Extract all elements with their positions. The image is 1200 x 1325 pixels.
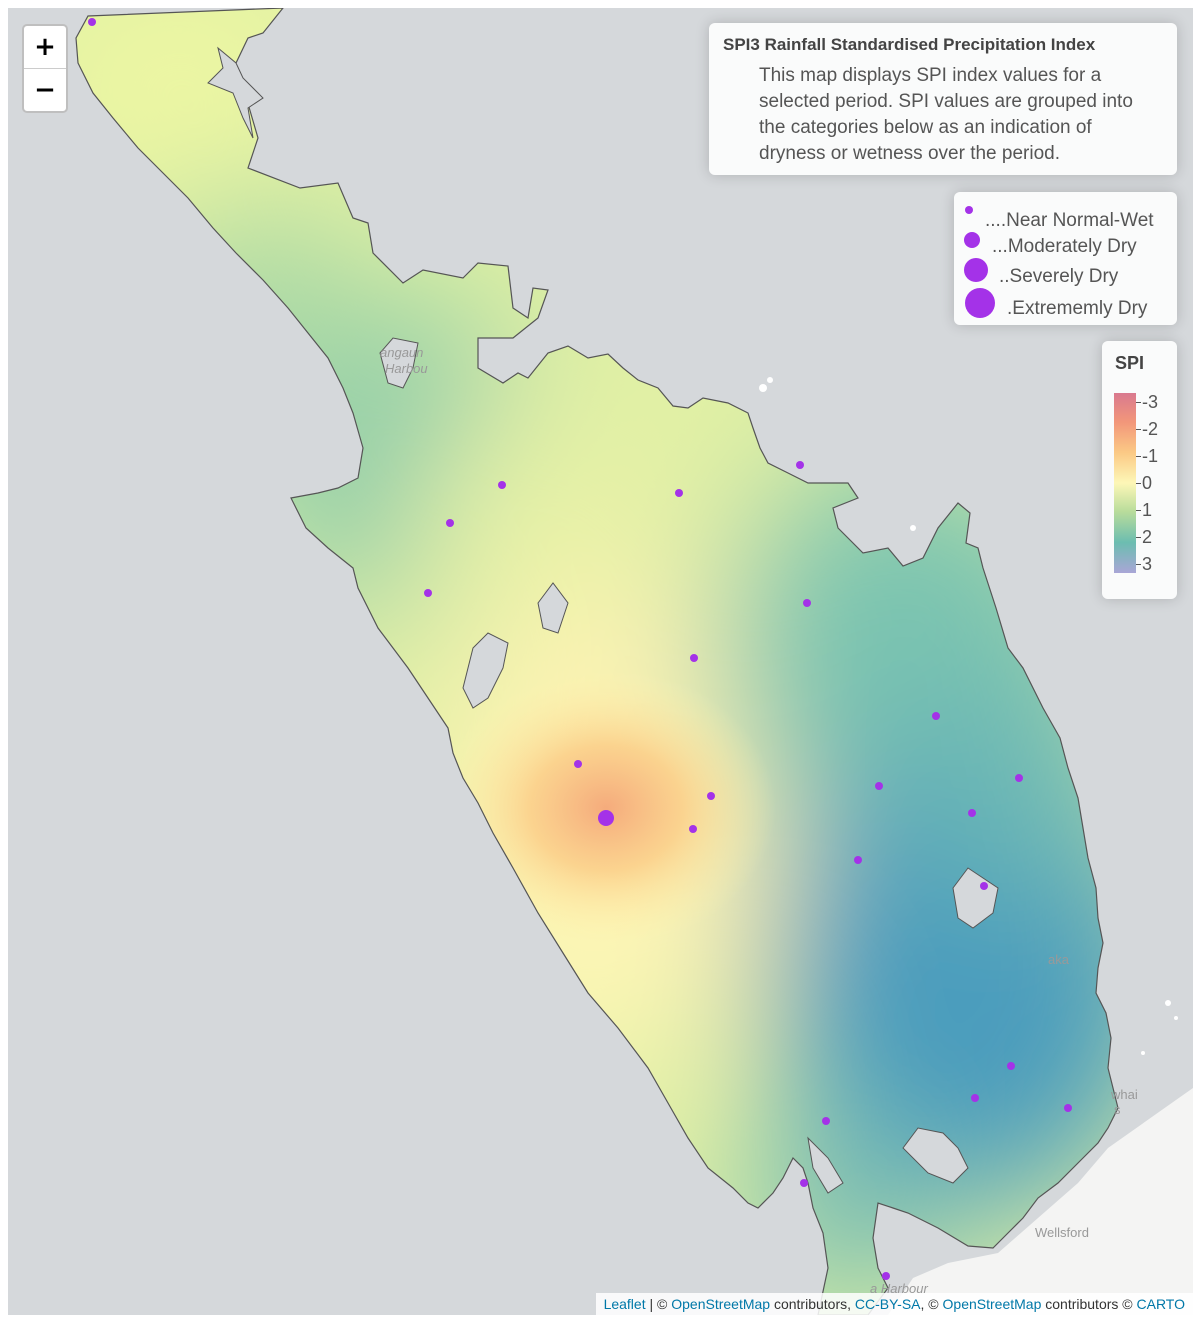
station-marker[interactable]	[854, 856, 862, 864]
map-layer	[75, 8, 1193, 1315]
map-canvas[interactable]: angaun Harbou aka whai s Wellsford a Har…	[8, 8, 1193, 1315]
spi-tick-label: 3	[1142, 554, 1153, 574]
station-marker[interactable]	[1015, 774, 1023, 782]
outer-land	[888, 1088, 1193, 1315]
attribution-contrib: contributors ©	[1041, 1296, 1137, 1312]
spi-tick-label: -1	[1142, 446, 1159, 466]
place-label-wellsford: Wellsford	[1035, 1225, 1089, 1240]
size-legend-row-moderately-dry: ...Moderately Dry	[954, 230, 1177, 260]
zoom-in-button[interactable]: +	[24, 26, 66, 69]
harbours	[207, 46, 999, 1194]
size-legend-row-near-normal-wet: ....Near Normal-Wet	[954, 200, 1177, 231]
attribution: Leaflet | © OpenStreetMap contributors, …	[595, 1293, 1193, 1315]
osm-link-1[interactable]: OpenStreetMap	[671, 1296, 771, 1312]
place-label-harbour-line2: Harbou	[385, 361, 428, 376]
station-marker[interactable]	[800, 1179, 808, 1187]
station-marker[interactable]	[1007, 1062, 1015, 1070]
zoom-out-button[interactable]: −	[34, 75, 56, 105]
spi-tick-label: 1	[1142, 500, 1153, 520]
spi-tick-label: 0	[1142, 473, 1153, 493]
zoom-control: + −	[22, 24, 68, 113]
spi-tick-label: -2	[1142, 419, 1159, 439]
station-marker[interactable]	[1064, 1104, 1072, 1112]
spi-tick-mark	[1136, 564, 1141, 565]
attribution-sep: , ©	[920, 1296, 943, 1312]
size-legend-label: ...Moderately Dry	[992, 236, 1137, 257]
station-markers[interactable]	[8, 8, 1193, 1315]
info-title: SPI3 Rainfall Standardised Precipitation…	[723, 35, 1096, 54]
size-dot-severely-dry	[964, 258, 988, 282]
attribution-contrib: contributors,	[770, 1296, 855, 1312]
station-marker[interactable]	[796, 461, 804, 469]
spi-tick-mark	[1136, 456, 1141, 457]
size-legend: ....Near Normal-Wet ...Moderately Dry ..…	[954, 192, 1177, 325]
station-marker[interactable]	[968, 809, 976, 817]
spi-tick-mark	[1136, 429, 1141, 430]
spi-tick-label: 2	[1142, 527, 1153, 547]
station-marker[interactable]	[971, 1094, 979, 1102]
station-marker[interactable]	[690, 654, 698, 662]
station-marker[interactable]	[882, 1272, 890, 1280]
station-marker[interactable]	[980, 882, 988, 890]
spi-tick-mark	[1136, 483, 1141, 484]
spi-tick-mark	[1136, 510, 1141, 511]
size-dot-moderately-dry	[964, 232, 980, 248]
spi-color-legend: SPI -3 -2 -1 0 1 2 3	[1102, 341, 1177, 599]
place-label-kaka: aka	[1048, 952, 1069, 967]
size-dot-extremely-dry	[965, 288, 995, 318]
size-dot-near-normal-wet	[965, 206, 973, 214]
place-label-harbour-line1: angaun	[380, 345, 424, 360]
spi-legend-title: SPI	[1115, 353, 1145, 373]
station-marker[interactable]	[424, 589, 432, 597]
station-marker[interactable]	[446, 519, 454, 527]
place-label-kaipara: a Harbour	[870, 1281, 928, 1296]
osm-link-2[interactable]: OpenStreetMap	[942, 1296, 1042, 1312]
size-legend-label: .Extrememly Dry	[1007, 298, 1148, 319]
station-marker[interactable]	[598, 810, 614, 826]
islands	[759, 377, 1178, 1055]
station-marker[interactable]	[803, 599, 811, 607]
station-marker[interactable]	[689, 825, 697, 833]
size-legend-row-severely-dry: ..Severely Dry	[954, 258, 1177, 288]
station-marker[interactable]	[875, 782, 883, 790]
size-legend-row-extremely-dry: .Extrememly Dry	[954, 288, 1177, 319]
station-marker[interactable]	[675, 489, 683, 497]
spi-tick-label: -3	[1142, 392, 1159, 412]
place-label-whai-line1: whai	[1111, 1087, 1138, 1102]
spi-tick-mark	[1136, 402, 1141, 403]
station-marker[interactable]	[822, 1117, 830, 1125]
place-label-whai-line2: s	[1114, 1102, 1121, 1117]
spi-tick-mark	[1136, 537, 1141, 538]
station-marker[interactable]	[574, 760, 582, 768]
spi-color-ramp	[1114, 393, 1136, 573]
carto-link[interactable]: CARTO	[1136, 1296, 1186, 1312]
station-marker[interactable]	[707, 792, 715, 800]
size-legend-label: ....Near Normal-Wet	[985, 210, 1154, 231]
station-marker[interactable]	[88, 18, 96, 26]
station-marker[interactable]	[932, 712, 940, 720]
station-marker[interactable]	[498, 481, 506, 489]
leaflet-link[interactable]: Leaflet	[603, 1296, 646, 1312]
attribution-sep: | ©	[645, 1296, 672, 1312]
cc-by-sa-link[interactable]: CC-BY-SA	[854, 1296, 921, 1312]
info-panel: SPI3 Rainfall Standardised Precipitation…	[709, 23, 1177, 175]
info-description: This map displays SPI index values for a…	[759, 65, 1133, 164]
size-legend-label: ..Severely Dry	[999, 266, 1119, 287]
